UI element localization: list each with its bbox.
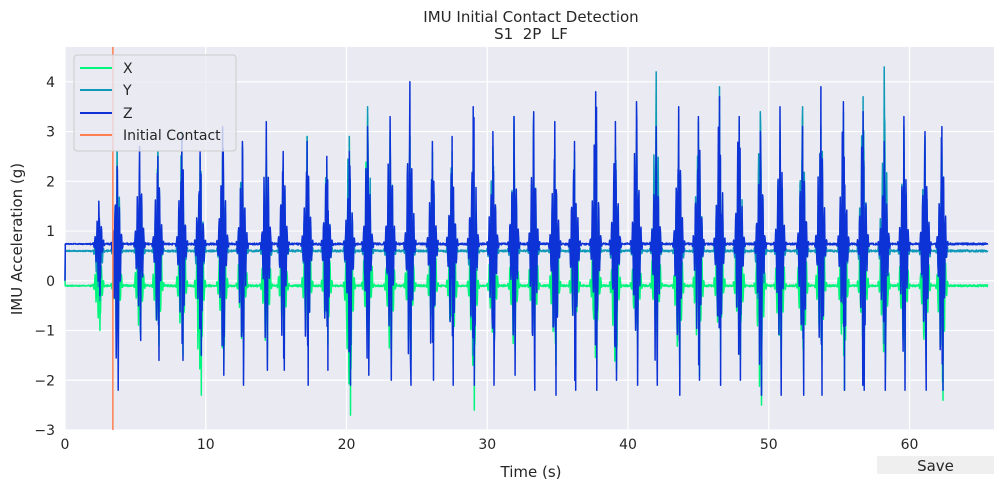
legend-label-y: Y	[122, 83, 132, 99]
legend-frame	[73, 54, 237, 152]
x-tick-label: 10	[197, 437, 215, 453]
y-tick-label: −2	[34, 373, 55, 389]
y-axis-label: IMU Acceleration (g)	[8, 163, 26, 315]
legend-label-z: Z	[123, 106, 133, 122]
series-line-x	[64, 91, 989, 416]
x-tick-label: 40	[619, 437, 637, 453]
y-ticks: −3 −2 −1 0 1 2 3 4	[34, 75, 55, 439]
y-tick-label: 0	[46, 274, 55, 290]
y-tick-label: 4	[46, 75, 55, 91]
save-button[interactable]: Save	[877, 456, 994, 475]
chart-subtitle: S1 2P LF	[494, 25, 568, 43]
y-tick-label: 3	[46, 125, 55, 141]
x-ticks: 0 10 20 30 40 50 60	[61, 437, 919, 453]
chart-title: IMU Initial Contact Detection	[423, 8, 638, 26]
x-tick-label: 50	[760, 437, 778, 453]
legend-entry-initial-contact: Initial Contact	[80, 128, 221, 144]
x-tick-label: 30	[478, 437, 496, 453]
series-line-z	[64, 81, 989, 396]
x-tick-label: 20	[338, 437, 356, 453]
y-tick-label: 2	[46, 174, 55, 190]
y-tick-label: −3	[34, 423, 55, 439]
legend-entry-y: Y	[80, 83, 132, 99]
legend-entry-x: X	[80, 61, 133, 77]
x-axis-label: Time (s)	[500, 463, 562, 481]
legend-entry-z: Z	[80, 106, 133, 122]
y-tick-label: 1	[46, 224, 55, 240]
y-tick-label: −1	[34, 324, 55, 340]
series-lines	[64, 66, 989, 416]
legend: X Y Z Initial Contact	[73, 54, 237, 152]
x-tick-label: 60	[901, 437, 919, 453]
legend-label-initial-contact: Initial Contact	[123, 128, 221, 144]
x-tick-label: 0	[61, 437, 70, 453]
legend-label-x: X	[123, 61, 133, 77]
